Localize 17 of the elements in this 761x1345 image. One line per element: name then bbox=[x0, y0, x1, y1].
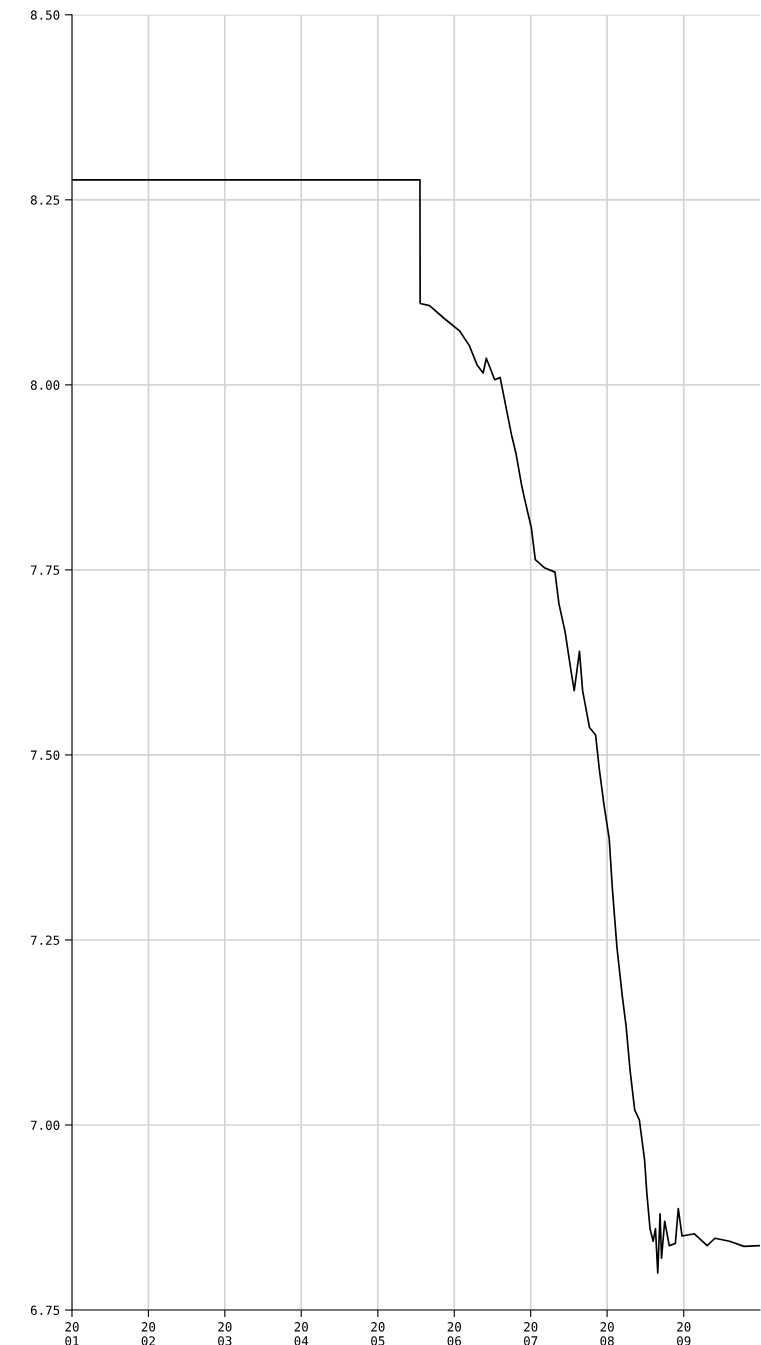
x-tick-label: 20 07 bbox=[523, 1322, 538, 1345]
y-tick-label: 8.25 bbox=[30, 195, 60, 205]
x-tick-label: 20 05 bbox=[371, 1322, 385, 1345]
y-tick-label: 7.00 bbox=[30, 1120, 60, 1130]
x-tick-label: 20 01 bbox=[65, 1322, 79, 1345]
x-tick-label: 20 06 bbox=[447, 1322, 461, 1345]
x-tick-label: 20 08 bbox=[600, 1322, 614, 1345]
y-tick-label: 8.50 bbox=[30, 10, 60, 20]
x-tick-label: 20 09 bbox=[677, 1322, 691, 1345]
y-tick-label: 7.50 bbox=[30, 750, 60, 760]
x-tick-label: 20 02 bbox=[141, 1322, 156, 1345]
y-tick-label: 6.75 bbox=[30, 1305, 60, 1315]
y-tick-label: 7.25 bbox=[30, 935, 60, 945]
x-tick-label: 20 03 bbox=[218, 1322, 232, 1345]
x-tick-label: 20 04 bbox=[294, 1322, 309, 1345]
y-tick-label: 8.00 bbox=[30, 380, 60, 390]
y-tick-label: 7.75 bbox=[30, 565, 60, 575]
